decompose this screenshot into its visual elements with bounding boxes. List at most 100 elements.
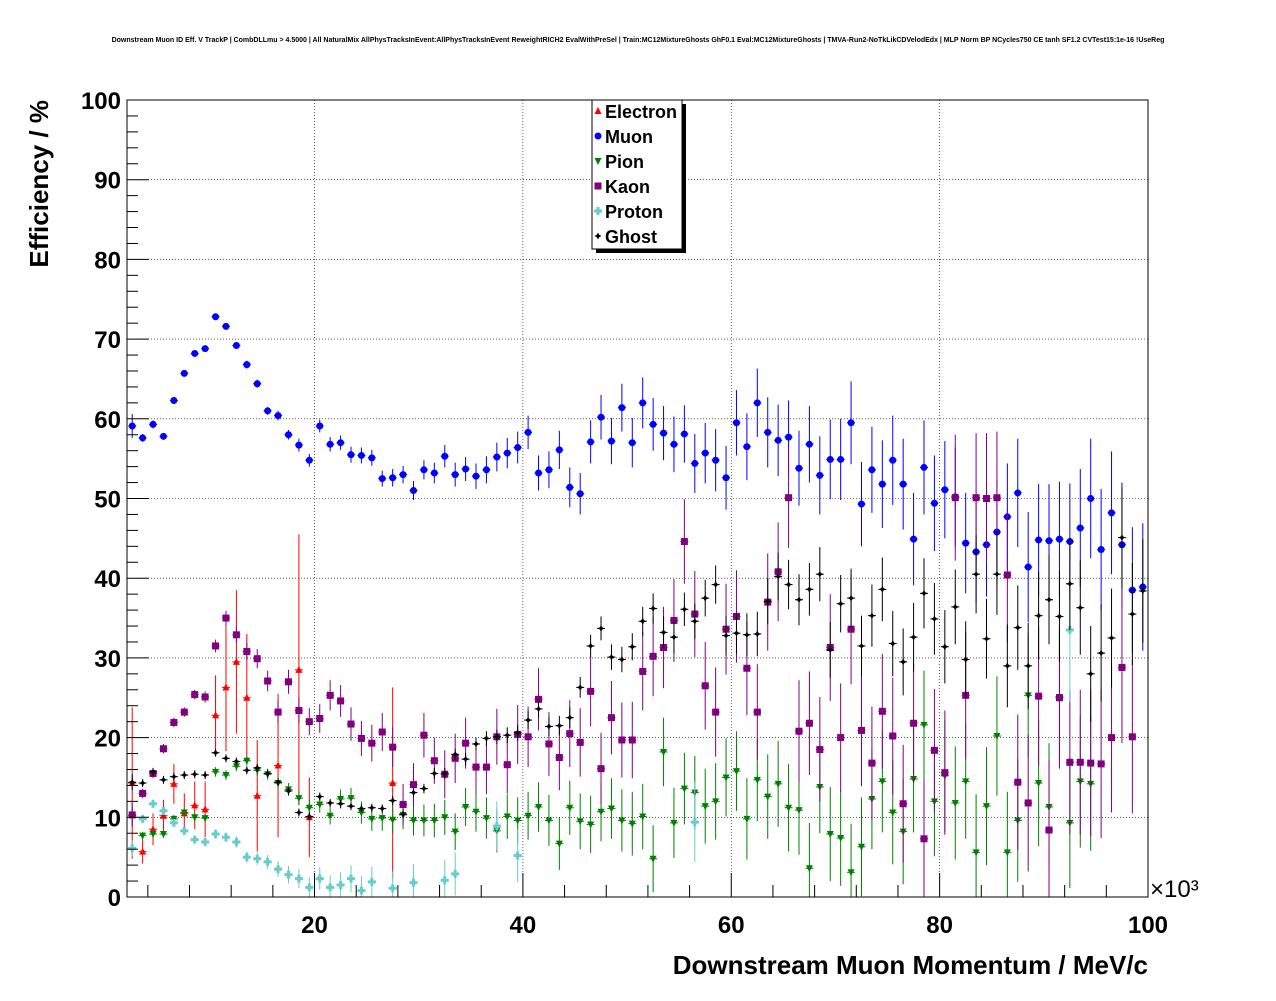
muon-point (670, 440, 678, 448)
y-tick-label: 100 (81, 88, 121, 115)
ghost-point (1097, 649, 1105, 657)
pion-point (889, 809, 897, 817)
ghost-point (128, 778, 136, 786)
ghost-point (191, 770, 199, 778)
muon-point (691, 459, 699, 467)
muon-point (232, 341, 240, 349)
pion-point (722, 774, 730, 782)
kaon-point (212, 642, 220, 650)
kaon-point (889, 732, 897, 740)
muon-point (899, 480, 907, 488)
electron-point (222, 683, 230, 691)
kaon-point (264, 677, 272, 685)
ghost-point (1076, 604, 1084, 612)
kaon-point (1045, 826, 1053, 834)
ghost-point (180, 771, 188, 779)
muon-point (847, 419, 855, 427)
x-axis-exponent: ×10³ (1150, 876, 1199, 903)
pion-point (660, 748, 668, 756)
proton-point (169, 818, 178, 827)
muon-point (191, 349, 199, 357)
proton-point (284, 870, 293, 879)
kaon-point (337, 697, 345, 705)
pion-point (159, 831, 167, 839)
legend-marker-kaon (594, 182, 602, 190)
ghost-point (993, 570, 1001, 578)
ghost-point (1024, 662, 1032, 670)
kaon-point (805, 719, 813, 727)
ghost-point (795, 596, 803, 604)
muon-point (378, 475, 386, 483)
kaon-point (368, 739, 376, 747)
muon-point (962, 539, 970, 547)
muon-point (764, 428, 772, 436)
kaon-point (524, 733, 532, 741)
proton-point (149, 799, 158, 808)
pion-point (972, 849, 980, 857)
ghost-point (420, 785, 428, 793)
ghost-point (680, 605, 688, 613)
pion-point (482, 815, 490, 823)
proton-point (440, 876, 449, 885)
pion-point (1035, 780, 1043, 788)
kaon-point (941, 769, 949, 777)
muon-point (253, 380, 261, 388)
proton-point (367, 877, 376, 886)
ghost-point (983, 635, 991, 643)
y-tick-label: 0 (108, 885, 121, 912)
muon-point (1055, 535, 1063, 543)
muon-point (732, 419, 740, 427)
kaon-point (993, 494, 1001, 502)
muon-point (941, 486, 949, 494)
kaon-point (868, 759, 876, 767)
kaon-point (1055, 694, 1063, 702)
pion-point (326, 812, 334, 820)
kaon-point (503, 761, 511, 769)
kaon-point (462, 739, 470, 747)
ghost-point (441, 769, 449, 777)
muon-point (503, 449, 511, 457)
pion-point (378, 815, 386, 823)
kaon-point (618, 736, 626, 744)
pion-point (639, 813, 647, 821)
legend-label-muon: Muon (605, 127, 653, 147)
muon-point (337, 439, 345, 447)
ghost-point (837, 600, 845, 608)
electron-point (295, 665, 303, 673)
legend: Electron Muon Pion Kaon Proton Ghost (591, 99, 686, 253)
ghost-point (649, 604, 657, 612)
kaon-point (201, 693, 209, 701)
kaon-point (837, 734, 845, 742)
pion-point (618, 817, 626, 825)
kaon-point (347, 720, 355, 728)
proton-point (294, 874, 303, 883)
muon-point (826, 455, 834, 463)
muon-point (555, 446, 563, 454)
kaon-point (305, 718, 313, 726)
muon-point (535, 469, 543, 477)
ghost-point (1035, 612, 1043, 620)
kaon-point (910, 719, 918, 727)
pion-point (649, 855, 657, 863)
pion-point (472, 808, 480, 816)
kaon-point (128, 811, 136, 819)
ghost-point (284, 787, 292, 795)
kaon-point (930, 746, 938, 754)
muon-point (545, 466, 553, 474)
muon-point (878, 480, 886, 488)
muon-point (795, 464, 803, 472)
pion-point (503, 813, 511, 821)
muon-point (816, 471, 824, 479)
kaon-point (1097, 760, 1105, 768)
ghost-point (274, 778, 282, 786)
ghost-point (399, 810, 407, 818)
pion-point (451, 828, 459, 836)
muon-point (295, 441, 303, 449)
proton-point (513, 851, 522, 860)
kaon-point (410, 781, 418, 789)
y-tick-label: 10 (94, 805, 121, 832)
ghost-point (816, 570, 824, 578)
ghost-point (545, 722, 553, 730)
proton-point (451, 869, 460, 878)
